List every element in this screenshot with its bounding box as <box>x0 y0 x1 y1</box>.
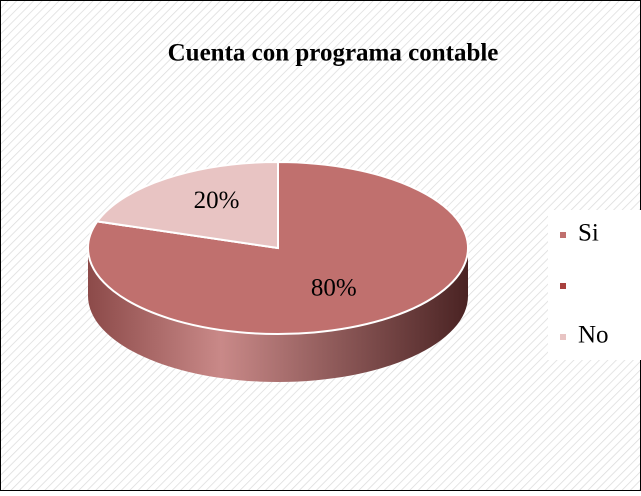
data-label: 20% <box>194 187 240 214</box>
legend-marker <box>560 283 566 289</box>
legend-marker <box>560 334 566 340</box>
legend-label: Si <box>578 220 599 247</box>
pie: 80% 20% <box>87 160 469 382</box>
chart-title: Cuenta con programa contable <box>168 40 499 67</box>
legend-marker <box>560 232 566 238</box>
pie-side <box>88 248 468 382</box>
pie-slice <box>95 160 279 250</box>
data-label: 80% <box>311 274 357 301</box>
legend: Si No <box>560 220 609 349</box>
legend-label: No <box>578 322 609 349</box>
